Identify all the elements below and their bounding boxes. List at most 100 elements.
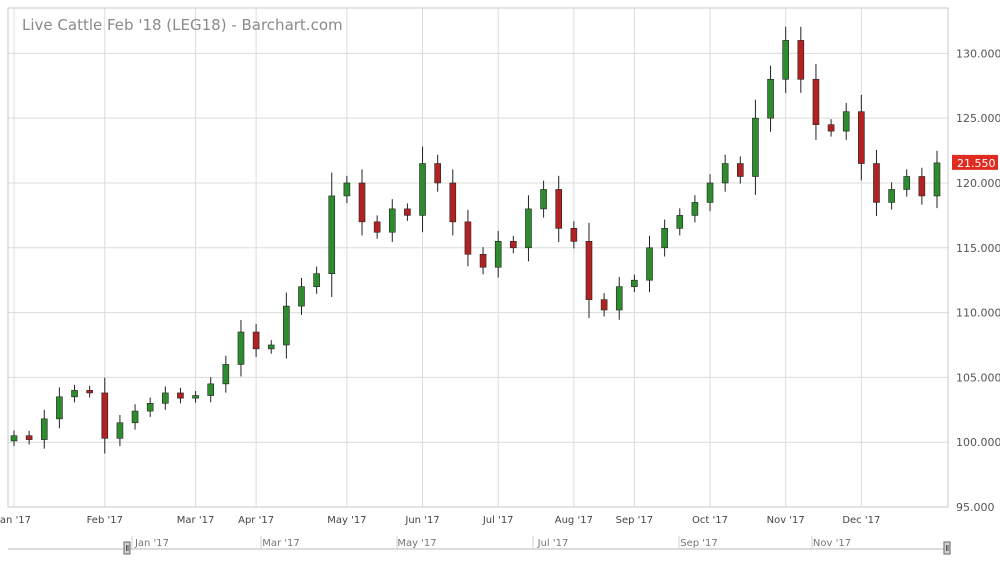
candle-down bbox=[827, 124, 835, 132]
last-price-tag: 21.550 bbox=[952, 154, 998, 170]
candle-up bbox=[903, 176, 911, 190]
candle-up bbox=[706, 182, 714, 203]
x-tick-label: Jul '17 bbox=[482, 515, 514, 526]
navigator-tick-label: May '17 bbox=[397, 538, 436, 549]
candle-up bbox=[207, 383, 215, 396]
x-tick-label: Apr '17 bbox=[238, 515, 274, 526]
x-tick-label: Oct '17 bbox=[692, 515, 728, 526]
x-tick-label: Nov '17 bbox=[767, 515, 805, 526]
y-tick-label: 120.000 bbox=[956, 177, 1000, 190]
candle-up bbox=[222, 364, 230, 385]
candle-up bbox=[691, 202, 699, 216]
candle-up bbox=[631, 279, 638, 287]
x-tick-label: May '17 bbox=[327, 515, 366, 526]
x-tick-label: Aug '17 bbox=[555, 515, 593, 526]
x-tick-label: Jun '17 bbox=[404, 515, 439, 526]
candle-down bbox=[25, 435, 33, 440]
candle-up bbox=[10, 435, 18, 442]
candle-up bbox=[661, 228, 668, 249]
navigator-tick-label: Nov '17 bbox=[813, 538, 851, 549]
candle-up bbox=[540, 189, 547, 210]
candle-down bbox=[101, 392, 109, 439]
candle-down bbox=[873, 163, 880, 203]
candle-up bbox=[782, 40, 789, 80]
candle-up bbox=[721, 163, 729, 184]
x-axis-ticks: Jan '17 Feb '17 Mar '17 Apr '17 May '17 Jun '… bbox=[0, 515, 880, 526]
candle-up bbox=[933, 162, 941, 197]
candle-up bbox=[525, 208, 532, 249]
candle-down bbox=[434, 163, 441, 184]
candle-up bbox=[56, 396, 63, 420]
candle-up bbox=[767, 78, 774, 119]
candle-down bbox=[918, 176, 926, 197]
candle-down bbox=[736, 163, 744, 177]
candles bbox=[10, 26, 941, 454]
x-tick-label: Sep '17 bbox=[616, 515, 654, 526]
candle-down bbox=[858, 111, 865, 164]
navigator-ticks: Jan '17 Mar '17 May '17 Jul '17 Sep '17 Nov '… bbox=[131, 536, 851, 549]
candle-down bbox=[585, 240, 593, 300]
candle-down bbox=[449, 182, 457, 223]
candle-up bbox=[71, 390, 78, 398]
candle-up bbox=[615, 286, 623, 311]
candle-down bbox=[510, 240, 517, 249]
navigator-tick-label: Jul '17 bbox=[537, 538, 569, 549]
navigator-tick-label: Sep '17 bbox=[680, 538, 718, 549]
candle-up bbox=[676, 215, 684, 229]
candle-up bbox=[283, 305, 290, 346]
candle-up bbox=[131, 410, 139, 424]
candle-down bbox=[404, 208, 411, 216]
candle-up bbox=[313, 273, 320, 287]
candle-up bbox=[146, 403, 154, 412]
navigator: Jan '17 Mar '17 May '17 Jul '17 Sep '17 Nov '… bbox=[8, 536, 951, 555]
grid-lines bbox=[8, 8, 948, 508]
candle-down bbox=[600, 299, 608, 311]
y-tick-label: 125.000 bbox=[956, 112, 1000, 125]
y-tick-label: 105.000 bbox=[956, 371, 1000, 384]
candle-down bbox=[555, 189, 563, 229]
x-tick-label: Jan '17 bbox=[0, 515, 31, 526]
candle-down bbox=[373, 221, 381, 233]
candle-down bbox=[464, 221, 472, 255]
y-tick-label: 100.000 bbox=[956, 436, 1000, 449]
candle-up bbox=[419, 163, 426, 216]
candle-down bbox=[86, 390, 93, 394]
candle-up bbox=[388, 208, 396, 233]
candle-up bbox=[237, 331, 245, 365]
y-tick-label: 95.000 bbox=[956, 501, 995, 514]
x-tick-label: Dec '17 bbox=[842, 515, 880, 526]
candle-up bbox=[646, 247, 653, 281]
candle-down bbox=[479, 253, 487, 268]
last-price-tag-background bbox=[952, 154, 998, 170]
candle-up bbox=[162, 392, 169, 404]
y-axis-ticks: 95.000 100.000 105.000 110.000 115.000 120.00… bbox=[956, 47, 1000, 514]
candle-up bbox=[842, 111, 850, 132]
navigator-tick-label: Jan '17 bbox=[134, 538, 169, 549]
candle-up bbox=[888, 189, 895, 203]
y-tick-label: 130.000 bbox=[956, 47, 1000, 60]
navigator-tick-label: Mar '17 bbox=[262, 538, 300, 549]
candle-up bbox=[192, 395, 199, 399]
candle-down bbox=[252, 331, 260, 350]
candle-up bbox=[343, 182, 351, 197]
y-tick-label: 115.000 bbox=[956, 242, 1000, 255]
candle-up bbox=[267, 344, 275, 350]
y-tick-label: 110.000 bbox=[956, 307, 1000, 320]
candle-down bbox=[797, 40, 805, 80]
candle-up bbox=[116, 422, 124, 439]
candle-down bbox=[812, 78, 820, 125]
candle-down bbox=[570, 228, 578, 242]
plot-frame bbox=[7, 7, 949, 508]
candle-down bbox=[177, 392, 184, 399]
chart-title: Live Cattle Feb '18 (LEG18) - Barchart.c… bbox=[22, 16, 343, 34]
candle-up bbox=[328, 195, 336, 275]
x-tick-label: Mar '17 bbox=[177, 515, 215, 526]
x-tick-label: Feb '17 bbox=[87, 515, 123, 526]
candle-up bbox=[494, 240, 502, 268]
candle-up bbox=[40, 418, 48, 440]
candle-up bbox=[752, 117, 759, 177]
candle-down bbox=[358, 182, 366, 223]
candle-up bbox=[298, 286, 305, 307]
